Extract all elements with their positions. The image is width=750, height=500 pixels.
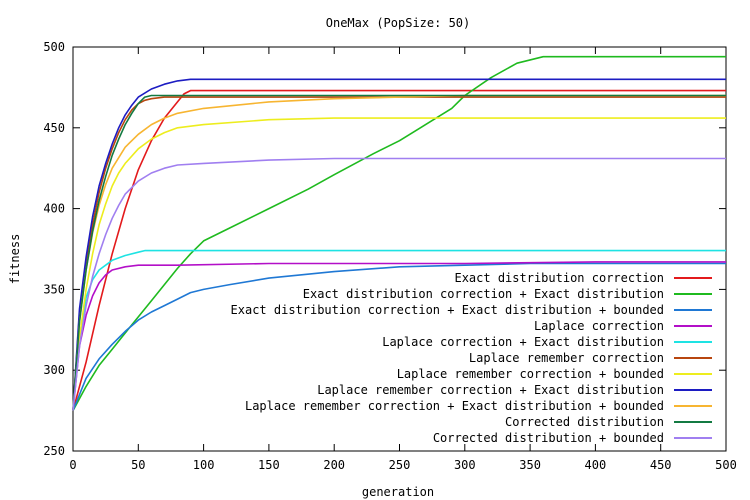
legend-label: Laplace remember correction + Exact dist… bbox=[245, 399, 664, 413]
x-tick-label: 400 bbox=[585, 458, 607, 472]
x-tick-label: 500 bbox=[715, 458, 737, 472]
legend-label: Corrected distribution bbox=[505, 415, 664, 429]
x-tick-label: 0 bbox=[69, 458, 76, 472]
chart-title: OneMax (PopSize: 50) bbox=[326, 16, 471, 30]
series-lines bbox=[72, 55, 726, 411]
x-tick-label: 150 bbox=[258, 458, 280, 472]
axis-ticks: 0 50 100 150 200 250 300 350 400 450 500 250 300 350 4… bbox=[43, 40, 737, 472]
legend-label: Exact distribution correction + Exact di… bbox=[231, 303, 664, 317]
y-tick-label: 300 bbox=[43, 363, 65, 377]
series-line-1 bbox=[72, 89, 726, 411]
y-tick-label: 350 bbox=[43, 282, 65, 296]
legend-label: Exact distribution correction + Exact di… bbox=[303, 287, 664, 301]
x-axis-label: generation bbox=[362, 485, 434, 499]
y-tick-label: 450 bbox=[43, 121, 65, 135]
legend: Exact distribution correction Exact distr… bbox=[231, 271, 712, 445]
series-line-7 bbox=[72, 117, 726, 411]
series-line-10 bbox=[72, 94, 726, 411]
legend-label: Laplace remember correction bbox=[469, 351, 664, 365]
series-line-3 bbox=[72, 262, 726, 411]
y-tick-label: 250 bbox=[43, 444, 65, 458]
legend-label: Laplace remember correction + Exact dist… bbox=[317, 383, 664, 397]
series-line-11 bbox=[72, 157, 726, 411]
y-axis-label: fitness bbox=[8, 234, 22, 285]
legend-label: Corrected distribution + bounded bbox=[433, 431, 664, 445]
y-tick-label: 400 bbox=[43, 202, 65, 216]
series-line-8 bbox=[72, 78, 726, 411]
x-tick-label: 350 bbox=[519, 458, 541, 472]
x-tick-label: 300 bbox=[454, 458, 476, 472]
x-tick-label: 50 bbox=[131, 458, 145, 472]
series-line-5 bbox=[72, 249, 726, 411]
x-tick-label: 450 bbox=[650, 458, 672, 472]
legend-label: Exact distribution correction bbox=[454, 271, 664, 285]
x-tick-label: 250 bbox=[389, 458, 411, 472]
x-tick-label: 100 bbox=[193, 458, 215, 472]
y-tick-label: 500 bbox=[43, 40, 65, 54]
legend-label: Laplace correction + Exact distribution bbox=[382, 335, 664, 349]
x-tick-label: 200 bbox=[323, 458, 345, 472]
series-line-4 bbox=[72, 261, 726, 411]
legend-label: Laplace remember correction + bounded bbox=[397, 367, 664, 381]
series-line-6 bbox=[72, 96, 726, 411]
legend-label: Laplace correction bbox=[534, 319, 664, 333]
